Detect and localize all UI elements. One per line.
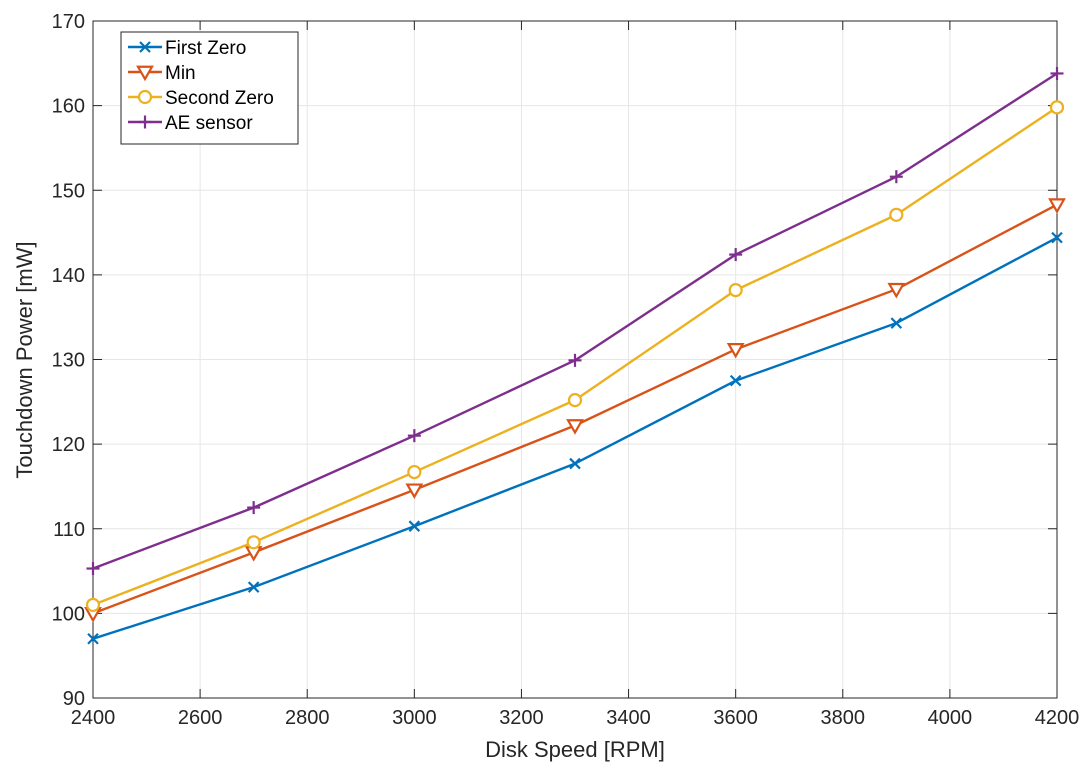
data-point: [568, 353, 582, 367]
data-point: [1050, 66, 1064, 80]
marker-shape: [137, 89, 153, 105]
data-point: [569, 457, 581, 470]
data-point: [887, 282, 906, 299]
data-point: [889, 170, 903, 184]
data-point: [246, 535, 261, 550]
marker-stroke: [569, 457, 581, 470]
series-second-zero: [85, 100, 1065, 613]
marker-shape: [85, 597, 101, 613]
data-point: [87, 632, 99, 645]
legend-item: First Zero: [128, 38, 246, 59]
y-tick-labels: 90 100 110 120 130 140 150 160 170: [52, 11, 85, 710]
data-point: [86, 562, 100, 576]
legend-marker: [139, 41, 151, 53]
data-point: [1048, 198, 1066, 214]
series-ae-sensor: [86, 66, 1064, 576]
legend-marker: [136, 65, 154, 82]
data-point: [85, 597, 101, 613]
y-tick-label: 160: [52, 96, 85, 118]
y-tick-label: 150: [52, 180, 85, 202]
x-tick-label: 3000: [392, 707, 437, 729]
data-point: [408, 520, 421, 532]
data-point: [247, 581, 260, 593]
marker-stroke: [1051, 231, 1063, 244]
data-point: [247, 501, 261, 515]
x-tick-labels: 2400 2600 2800 3000 3200 3400 3600 3800 4000 4200: [71, 707, 1080, 729]
axes-box: [92, 20, 1058, 699]
marker-shape: [566, 419, 584, 435]
x-tick-label: 4000: [928, 707, 973, 729]
data-point: [1051, 231, 1063, 244]
marker-shape: [567, 393, 583, 408]
data-point: [890, 317, 903, 329]
y-axis-title: Touchdown Power [mW]: [12, 241, 37, 478]
series-first-zero: [87, 231, 1063, 645]
marker-stroke: [87, 632, 99, 645]
legend-label: Min: [165, 63, 196, 84]
data-point: [728, 283, 743, 298]
y-tick-label: 170: [52, 11, 85, 33]
marker-shape: [728, 283, 743, 298]
marker-shape: [407, 464, 422, 480]
marker-shape: [246, 535, 261, 550]
legend-box: [120, 31, 299, 145]
axes: [92, 20, 1058, 699]
x-tick-label: 3800: [821, 707, 866, 729]
data-point: [729, 374, 742, 387]
data-point: [566, 419, 584, 435]
y-tick-label: 90: [63, 688, 85, 710]
y-tick-label: 100: [52, 603, 85, 625]
marker-shape: [726, 342, 745, 359]
marker-shape: [887, 282, 906, 299]
data-point: [567, 393, 583, 408]
x-tick-label: 3600: [713, 707, 758, 729]
marker-stroke: [729, 374, 742, 387]
x-axis-title: Disk Speed [RPM]: [485, 737, 665, 762]
data-point: [726, 342, 745, 359]
data-point: [405, 483, 424, 500]
x-tick-label: 3200: [499, 707, 544, 729]
marker-stroke: [247, 581, 260, 593]
y-tick-label: 130: [52, 350, 85, 372]
legend-label: Second Zero: [165, 88, 274, 109]
data-point: [407, 464, 422, 480]
marker-stroke: [408, 520, 421, 532]
y-tick-label: 120: [52, 434, 85, 456]
x-tick-label: 4200: [1035, 707, 1080, 729]
x-tick-label: 3400: [606, 707, 651, 729]
data-point: [1049, 100, 1065, 115]
data-point: [889, 207, 904, 222]
legend-item: AE sensor: [128, 113, 253, 134]
y-tick-label: 140: [52, 265, 85, 287]
marker-shape: [1049, 100, 1065, 115]
x-tick-label: 2600: [178, 707, 223, 729]
marker-stroke: [890, 317, 903, 329]
marker-shape: [889, 207, 904, 222]
marker-shape: [1048, 198, 1066, 214]
legend-marker: [138, 115, 152, 129]
series-group: [84, 66, 1066, 645]
x-tick-label: 2400: [71, 707, 116, 729]
x-tick-label: 2800: [285, 707, 330, 729]
marker-shape: [405, 483, 424, 500]
data-point: [729, 248, 743, 262]
marker-shape: [136, 65, 154, 82]
series-min: [84, 198, 1066, 623]
marker-stroke: [139, 41, 151, 53]
legend-label: First Zero: [165, 38, 246, 59]
y-tick-label: 110: [53, 519, 85, 541]
legend: First Zero Min Second Zero AE sensor: [120, 31, 299, 145]
legend-item: Second Zero: [128, 88, 274, 109]
legend-label: AE sensor: [165, 113, 253, 134]
legend-item: Min: [128, 63, 196, 84]
data-point: [407, 429, 421, 443]
legend-marker: [137, 89, 153, 105]
